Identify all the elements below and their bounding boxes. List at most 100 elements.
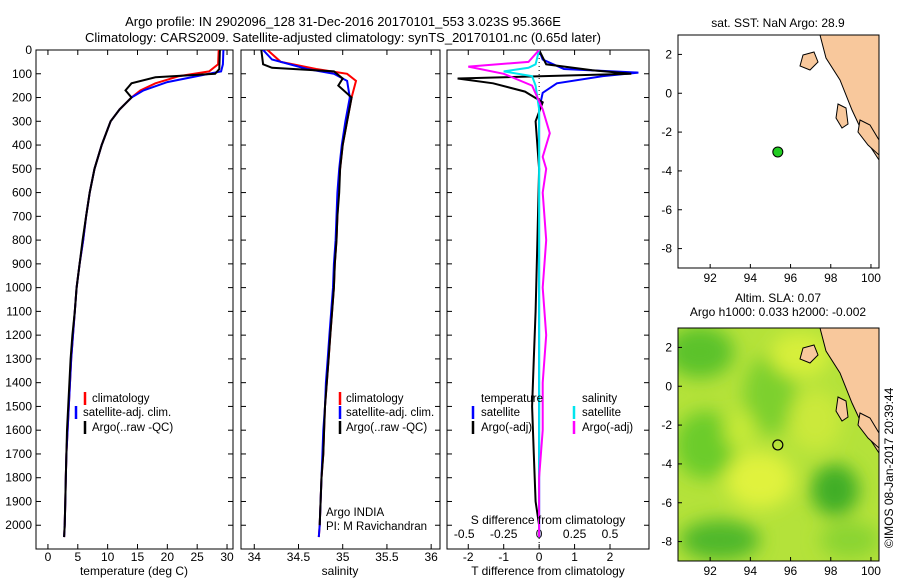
legend-satellite: satellite-adj. clim. [83, 407, 171, 419]
figure-title-line2: Climatology: CARS2009. Satellite-adjuste… [85, 30, 601, 45]
lat-tick-label: -4 [661, 457, 672, 471]
series-line-argo [260, 50, 353, 526]
lon-tick-label: 92 [703, 564, 717, 578]
legend-temperature-title: temperature [481, 393, 543, 405]
y-tick-label: 2000 [5, 518, 32, 532]
t-tick-label: -2 [463, 550, 474, 564]
x-tick-label: 10 [101, 550, 115, 564]
y-tick-label: 1300 [5, 352, 32, 366]
sla-map-subtitle: Argo h1000: 0.033 h2000: -0.002 [690, 305, 866, 319]
x-tick-label: 36 [424, 550, 438, 564]
series-line-s-satellite [503, 50, 541, 538]
salinity-axes-frame [240, 49, 441, 550]
x-tick-label: 30 [220, 550, 234, 564]
y-tick-label: 1000 [5, 281, 32, 295]
y-tick-label: 300 [12, 114, 32, 128]
x-tick-label: 15 [131, 550, 145, 564]
lat-tick-label: -8 [661, 535, 672, 549]
y-tick-label: 1200 [5, 328, 32, 342]
legend-salinity-title: salinity [582, 393, 617, 405]
legend-climatology: climatology [346, 393, 404, 405]
sst-map-title: sat. SST: NaN Argo: 28.9 [711, 16, 845, 30]
lat-tick-label: -4 [661, 164, 672, 178]
s-tick-label: -0.5 [454, 527, 475, 541]
y-tick-label: 1800 [5, 471, 32, 485]
sla-map-title: Altim. SLA: 0.07 [735, 291, 821, 305]
y-tick-label: 100 [12, 67, 32, 81]
legend-s-satellite: satellite [582, 407, 621, 419]
y-tick-label: 1700 [5, 447, 32, 461]
lat-tick-label: 2 [665, 47, 672, 61]
legend-t-argo: Argo(-adj) [481, 422, 532, 434]
salinity-legend: climatology satellite-adj. clim. Argo(..… [338, 392, 434, 434]
legend-satellite: satellite-adj. clim. [346, 407, 434, 419]
figure-title-line1: Argo profile: IN 2902096_128 31-Dec-2016… [125, 14, 561, 29]
s-tick-label: -0.25 [490, 527, 518, 541]
sla-heatmap [678, 328, 879, 561]
s-tick-label: 0.25 [563, 527, 587, 541]
x-tick-label: 5 [74, 550, 81, 564]
t-tick-label: -1 [498, 550, 509, 564]
difference-temperature-legend: temperature satellite Argo(-adj) [471, 393, 543, 434]
lat-tick-label: -2 [661, 125, 672, 139]
legend-t-satellite: satellite [481, 407, 520, 419]
imos-credit: ©IMOS 08-Jan-2017 20:39:44 [882, 387, 896, 548]
y-tick-label: 400 [12, 138, 32, 152]
y-tick-label: 500 [12, 162, 32, 176]
y-tick-label: 600 [12, 186, 32, 200]
y-tick-label: 700 [12, 209, 32, 223]
y-tick-label: 1500 [5, 399, 32, 413]
x-tick-label: 34 [248, 550, 262, 564]
y-tick-label: 1400 [5, 376, 32, 390]
x-tick-label: 25 [191, 550, 205, 564]
legend-climatology: climatology [92, 393, 150, 405]
sst-map-land [799, 35, 879, 161]
x-tick-label: 35.5 [375, 550, 399, 564]
sst-map-panel: sat. SST: NaN Argo: 28.9 92 94 96 98 100 2 0 -2… [661, 16, 881, 285]
argo-location-marker [772, 439, 784, 451]
temperature-xlabel: temperature (deg C) [80, 564, 188, 578]
lon-tick-label: 96 [784, 271, 798, 285]
t-tick-label: 1 [571, 550, 578, 564]
y-tick-label: 1900 [5, 494, 32, 508]
lat-tick-label: -6 [661, 496, 672, 510]
t-tick-label: 0 [536, 550, 543, 564]
temperature-panel: 0100200300400500600700800900100011001200… [5, 43, 234, 578]
x-tick-label: 0 [45, 550, 52, 564]
argo-program-label: Argo INDIA [326, 507, 384, 519]
x-tick-label: 34.5 [287, 550, 311, 564]
lon-tick-label: 100 [861, 564, 881, 578]
lat-tick-label: 0 [665, 379, 672, 393]
lon-tick-label: 100 [861, 271, 881, 285]
y-tick-label: 1100 [6, 304, 32, 318]
legend-argo: Argo(..raw -QC) [92, 422, 173, 434]
lon-tick-label: 94 [744, 564, 758, 578]
s-tick-label: 0.5 [602, 527, 619, 541]
y-tick-label: 800 [12, 233, 32, 247]
y-tick-label: 200 [12, 91, 32, 105]
salinity-panel: 34 34.5 35 35.5 36 salinity climatology sate… [240, 49, 441, 578]
lon-tick-label: 98 [824, 564, 838, 578]
y-tick-label: 0 [25, 43, 32, 57]
lat-tick-label: -2 [661, 418, 672, 432]
series-line-t-argo [457, 50, 632, 526]
salinity-xlabel: salinity [322, 564, 359, 578]
temperature-legend: climatology satellite-adj. clim. Argo(..… [74, 392, 173, 434]
x-tick-label: 35 [336, 550, 350, 564]
difference-salinity-legend: salinity satellite Argo(-adj) [572, 393, 633, 434]
t-difference-xlabel: T difference from climatology [471, 564, 625, 578]
lon-tick-label: 92 [703, 271, 717, 285]
difference-axes-frame [446, 49, 650, 550]
series-line-argo [63, 50, 221, 538]
t-tick-label: 2 [607, 550, 614, 564]
legend-s-argo: Argo(-adj) [582, 422, 633, 434]
y-tick-label: 1600 [5, 423, 32, 437]
argo-pi-label: PI: M Ravichandran [326, 521, 427, 533]
x-tick-label: 20 [161, 550, 175, 564]
lat-tick-label: -8 [661, 242, 672, 256]
legend-argo: Argo(..raw -QC) [346, 422, 427, 434]
lat-tick-label: 2 [665, 340, 672, 354]
lon-tick-label: 96 [784, 564, 798, 578]
